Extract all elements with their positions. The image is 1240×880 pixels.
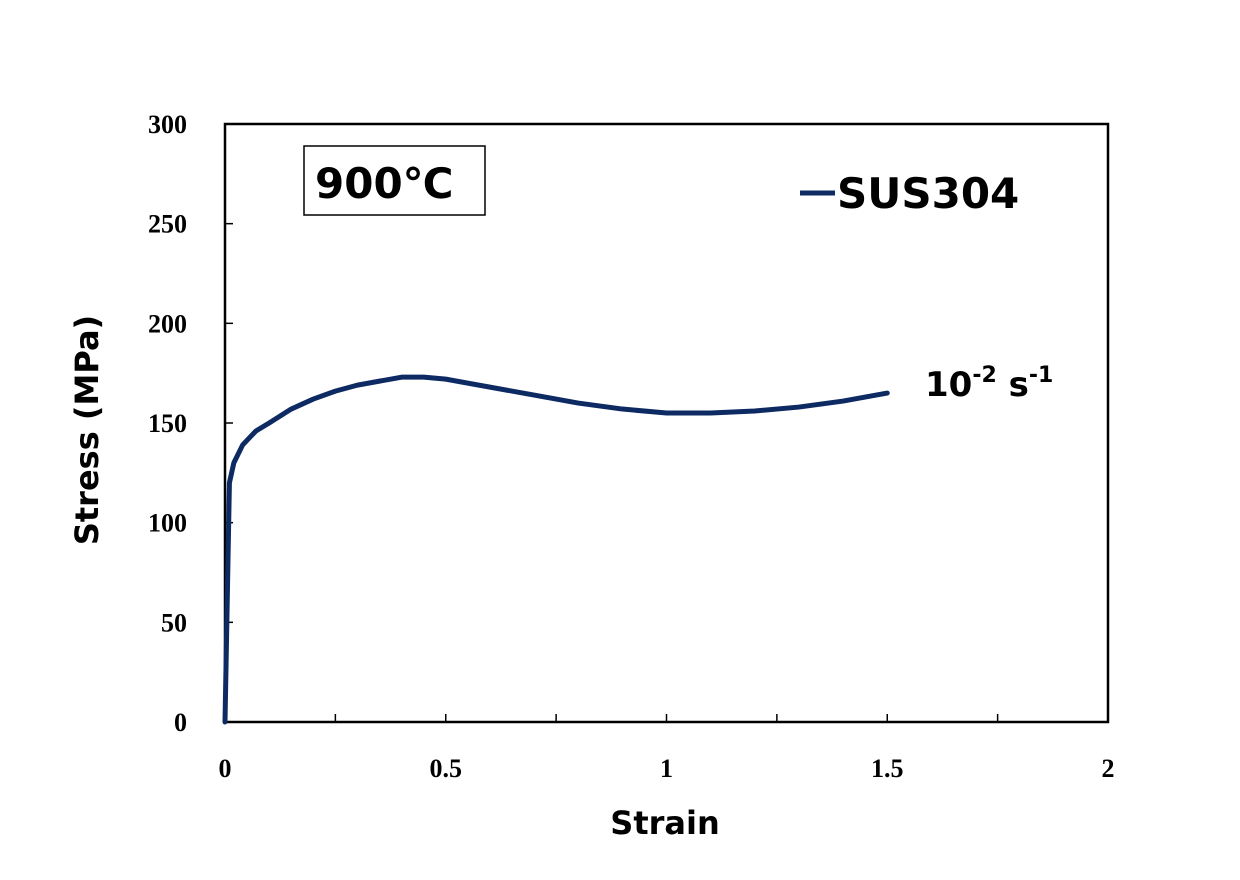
temperature-label: 900℃ xyxy=(315,159,454,208)
x-tick-label: 0.5 xyxy=(430,754,463,783)
y-tick-label: 250 xyxy=(148,210,187,239)
rate-label: 10-2 s-1 xyxy=(925,363,1053,405)
rate-exp: -2 xyxy=(972,363,996,388)
y-tick-label: 150 xyxy=(148,409,187,438)
rate-unit-exp: -1 xyxy=(1029,363,1053,388)
series-line xyxy=(222,374,890,725)
x-axis-title: Strain xyxy=(610,804,719,842)
x-tick-label: 2 xyxy=(1102,754,1115,783)
y-tick-label: 0 xyxy=(174,708,187,737)
annotation-box xyxy=(303,145,486,216)
x-tick-label: 1.5 xyxy=(871,754,904,783)
y-tick-label: 100 xyxy=(148,509,187,538)
y-tick-label: 200 xyxy=(148,309,187,338)
rate-unit: s xyxy=(997,365,1029,405)
y-axis-title: Stress (MPa) xyxy=(68,315,106,545)
y-tick-label: 300 xyxy=(148,110,187,139)
rate-base: 10 xyxy=(925,365,972,405)
y-tick-label: 50 xyxy=(161,608,187,637)
legend-label: SUS304 xyxy=(837,169,1019,218)
x-tick-label: 0 xyxy=(219,754,232,783)
x-tick-label: 1 xyxy=(660,754,673,783)
